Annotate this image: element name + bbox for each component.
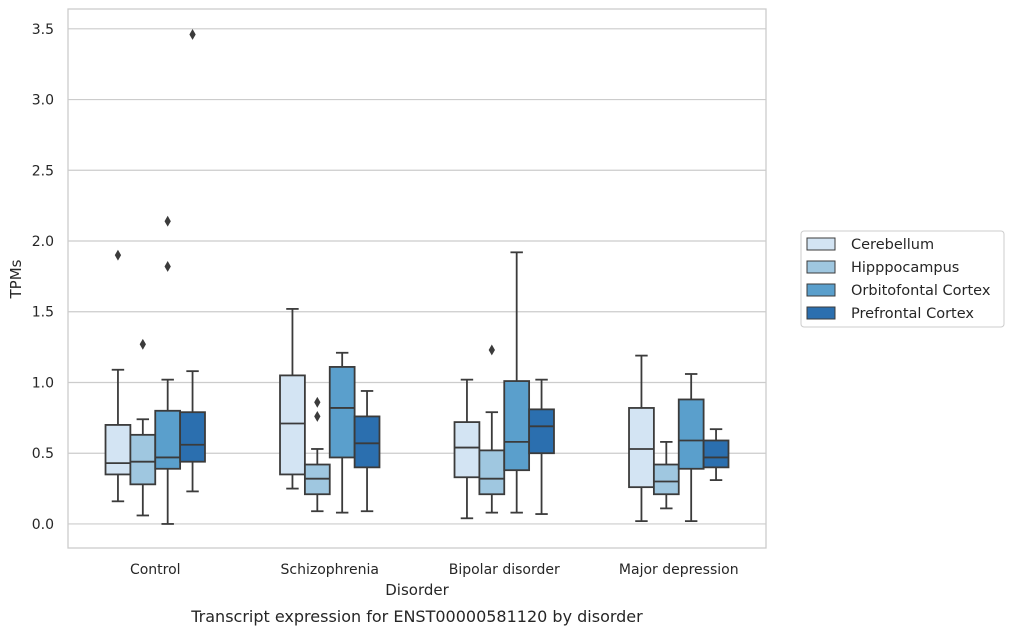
- legend-label: Orbitofontal Cortex: [851, 283, 991, 299]
- y-tick-label: 2.5: [32, 163, 54, 179]
- box: [528, 408, 555, 455]
- outlier-point: [189, 29, 196, 40]
- x-tick-label: Control: [130, 562, 181, 578]
- outlier-point: [164, 215, 171, 227]
- box: [702, 439, 730, 469]
- legend-label: Cerebellum: [851, 237, 934, 253]
- y-tick-label: 0.0: [32, 517, 54, 533]
- x-tick-label: Major depression: [619, 562, 739, 578]
- outlier-point: [488, 344, 495, 356]
- box: [628, 407, 655, 489]
- y-tick-label: 1.5: [32, 305, 54, 321]
- box: [503, 380, 531, 472]
- box: [154, 409, 182, 470]
- legend-swatch: [806, 283, 836, 297]
- box-groups: [104, 29, 730, 525]
- box: [353, 415, 381, 469]
- box: [328, 366, 356, 459]
- plot-area-frame: [67, 8, 767, 549]
- legend-label: Prefrontal Cortex: [851, 306, 974, 322]
- x-axis-label: Disorder: [385, 581, 449, 599]
- y-tick-label: 3.0: [32, 93, 54, 109]
- y-tick-label: 0.5: [32, 446, 54, 462]
- legend-frame: [800, 230, 1005, 328]
- x-tick-label: Schizophrenia: [281, 562, 379, 578]
- legend-swatch: [806, 260, 836, 274]
- box: [104, 424, 132, 476]
- y-tick-labels: 0.0 0.5 1.0 1.5 2.0 2.5 3.0 3.5: [32, 22, 54, 533]
- outlier-point: [314, 410, 321, 422]
- y-tick-label: 3.5: [32, 22, 54, 38]
- box-group: [453, 251, 555, 520]
- legend: Cerebellum Hipppocampus Orbitofontal Corte…: [800, 230, 1005, 328]
- x-tick-labels: Control Schizophrenia Bipolar disorder Majo…: [130, 562, 739, 578]
- outlier-point: [314, 396, 321, 408]
- box: [279, 374, 306, 476]
- box: [652, 463, 680, 496]
- x-tick-label: Bipolar disorder: [449, 562, 560, 578]
- outlier-point: [139, 338, 146, 350]
- box: [677, 398, 705, 470]
- box-group: [279, 308, 381, 514]
- box-group: [628, 354, 730, 523]
- box: [453, 421, 481, 479]
- y-axis-label: TPMs: [7, 259, 25, 299]
- legend-label: Hipppocampus: [851, 260, 959, 276]
- box: [179, 411, 206, 463]
- box-group: [104, 29, 206, 525]
- legend-swatch: [806, 306, 836, 320]
- outlier-point: [114, 249, 122, 261]
- box: [478, 449, 506, 496]
- outlier-point: [164, 261, 171, 272]
- y-tick-label: 2.0: [32, 234, 54, 250]
- chart-caption: Transcript expression for ENST0000058112…: [190, 607, 643, 626]
- legend-swatch: [806, 237, 836, 251]
- y-tick-label: 1.0: [32, 375, 54, 391]
- box: [129, 433, 157, 486]
